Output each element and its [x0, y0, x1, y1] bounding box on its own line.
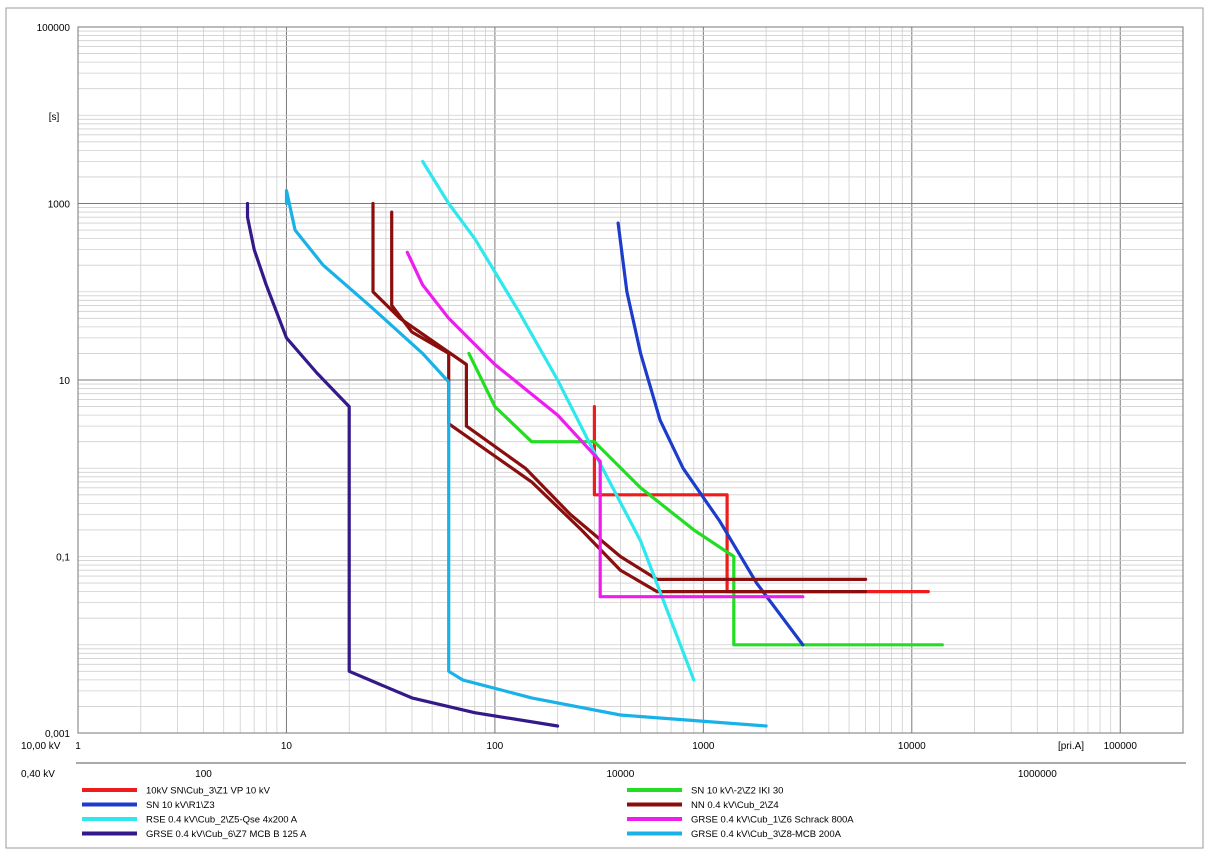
- series-curve-3: [616, 221, 805, 647]
- x-main-tick-label: 100000: [1104, 741, 1138, 752]
- y-tick-label: 10: [59, 376, 71, 387]
- tick-labels: 100000 1000 10 0,1 0,001 1 10 100 1000 10000 10000…: [37, 23, 1138, 780]
- series-curve-4: [371, 201, 868, 582]
- y-tick-label: 100000: [37, 23, 71, 34]
- x-secondary-tick-label: 1000000: [1018, 769, 1057, 780]
- x-main-tick-label: 10: [281, 741, 293, 752]
- legend: 10kV SN\Cub_3\Z1 VP 10 kV SN 10 kV\-2\Z2 …: [82, 786, 854, 840]
- y-tick-label: 0,001: [45, 729, 70, 740]
- series-curve-2: [467, 351, 944, 647]
- legend-label: GRSE 0.4 kV\Cub_1\Z6 Schrack 800A: [691, 815, 854, 826]
- legend-label: SN 10 kV\R1\Z3: [146, 800, 215, 811]
- x-axis-secondary-voltage-label: 0,40 kV: [21, 769, 55, 780]
- series-curve-8: [245, 201, 560, 728]
- x-axis-unit-label: [pri.A]: [1058, 741, 1084, 752]
- legend-label: GRSE 0.4 kV\Cub_6\Z7 MCB B 125 A: [146, 829, 307, 840]
- y-axis-unit-label: [s]: [49, 112, 60, 123]
- x-secondary-tick-label: 100: [195, 769, 212, 780]
- series-curve-5: [390, 210, 868, 594]
- grid: [77, 27, 1184, 734]
- x-main-tick-label: 1: [75, 741, 81, 752]
- series-curve-7: [405, 250, 805, 599]
- y-tick-label: 1000: [48, 200, 71, 211]
- legend-label: SN 10 kV\-2\Z2 IKI 30: [691, 786, 783, 797]
- plot-frame: [77, 26, 1184, 734]
- legend-label: NN 0.4 kV\Cub_2\Z4: [691, 800, 779, 811]
- legend-label: RSE 0.4 kV\Cub_2\Z5-Qse 4x200 A: [146, 815, 298, 826]
- x-main-tick-label: 100: [487, 741, 504, 752]
- y-tick-label: 0,1: [56, 553, 70, 564]
- legend-label: 10kV SN\Cub_3\Z1 VP 10 kV: [146, 786, 271, 797]
- series-curve-9: [284, 189, 768, 728]
- x-main-tick-label: 10000: [898, 741, 926, 752]
- x-secondary-tick-label: 10000: [606, 769, 634, 780]
- series-curve-6: [421, 159, 696, 682]
- axis-labels: [s] [pri.A] 10,00 kV 0,40 kV: [21, 112, 1084, 780]
- legend-label: GRSE 0.4 kV\Cub_3\Z8-MCB 200A: [691, 829, 842, 840]
- series-layer: [245, 159, 944, 728]
- x-axis-main-voltage-label: 10,00 kV: [21, 741, 61, 752]
- x-main-tick-label: 1000: [692, 741, 715, 752]
